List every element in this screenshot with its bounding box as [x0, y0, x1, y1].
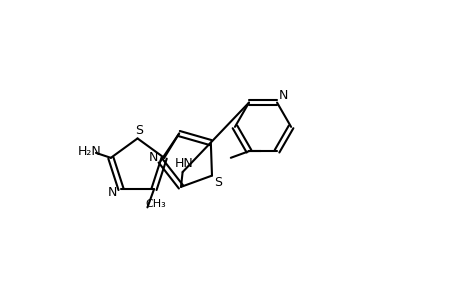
- Text: CH₃: CH₃: [145, 199, 166, 209]
- Text: N: N: [148, 151, 158, 164]
- Text: S: S: [135, 124, 143, 137]
- Text: N: N: [278, 89, 288, 103]
- Text: N: N: [108, 186, 117, 199]
- Text: S: S: [214, 176, 222, 189]
- Text: HN: HN: [174, 157, 193, 170]
- Text: H₂N: H₂N: [77, 145, 101, 158]
